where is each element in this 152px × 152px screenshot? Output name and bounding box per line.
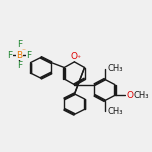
Text: O: O: [71, 52, 78, 61]
Text: ⁺: ⁺: [76, 54, 80, 63]
Text: F: F: [26, 51, 32, 60]
Text: CH₃: CH₃: [134, 91, 149, 100]
Text: CH₃: CH₃: [107, 107, 123, 116]
Text: O: O: [126, 91, 133, 100]
Text: F: F: [17, 40, 22, 49]
Text: CH₃: CH₃: [107, 64, 123, 73]
Text: ⁻: ⁻: [21, 47, 25, 55]
Text: B: B: [16, 51, 22, 60]
Text: F: F: [17, 61, 22, 70]
Text: F: F: [7, 51, 12, 60]
